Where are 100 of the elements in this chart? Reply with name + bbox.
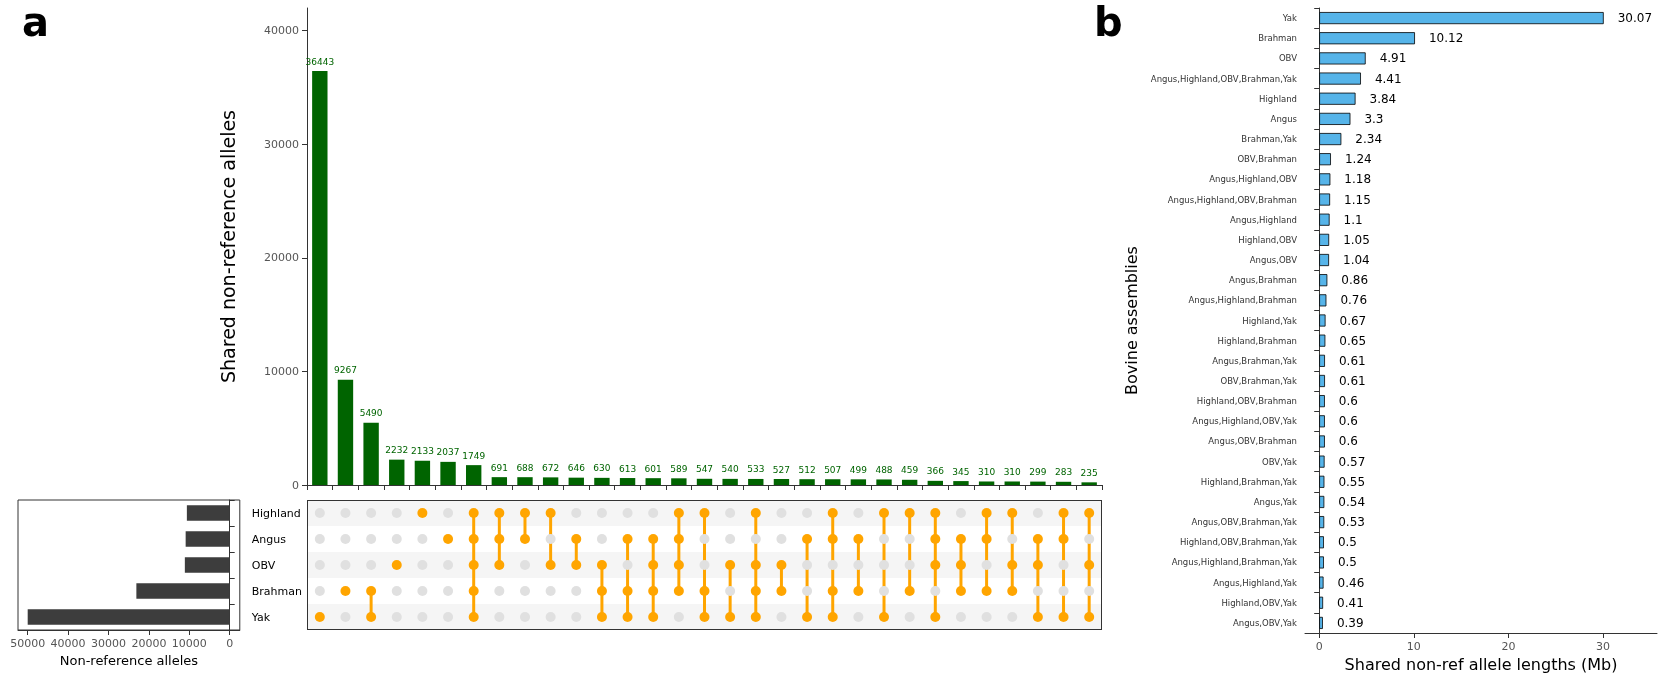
text: a: [22, 0, 49, 45]
data-label: 5490: [359, 408, 383, 419]
bar: [1081, 482, 1097, 485]
data-label: 10.12: [1428, 31, 1464, 46]
bar: [414, 460, 431, 485]
data-label: 0.6: [1338, 394, 1358, 409]
data-label: 630: [593, 463, 611, 474]
bar: [1319, 32, 1415, 45]
x-tick-label: 50000: [10, 637, 46, 650]
x-tick-label: 0: [1315, 640, 1323, 653]
data-label: 0.53: [1338, 515, 1365, 530]
bar: [1319, 112, 1351, 125]
data-label: 0.65: [1339, 333, 1367, 348]
y-tick-label: Highland,Yak: [1242, 315, 1298, 326]
y-tick-label: Angus,Highland,OBV,Yak: [1192, 416, 1298, 427]
bar: [1319, 516, 1325, 529]
data-label: 0.67: [1339, 313, 1367, 328]
bar: [594, 477, 610, 485]
bar: [1319, 193, 1331, 206]
bar: [542, 477, 559, 485]
data-label: 310: [978, 466, 996, 477]
bar: [1319, 374, 1325, 388]
bar: [1319, 294, 1327, 307]
data-label: 1749: [462, 450, 486, 461]
bar: [927, 480, 943, 485]
bar: [1055, 481, 1072, 485]
data-label: 533: [747, 464, 765, 475]
y-tick-label: Highland,OBV,Brahman,Yak: [1179, 537, 1298, 548]
y-tick-label: 0: [292, 478, 299, 492]
y-tick-label: Angus,OBV: [1249, 255, 1298, 266]
data-label: 601: [644, 463, 662, 474]
data-label: 4.41: [1374, 71, 1402, 86]
bar: [1319, 556, 1324, 569]
data-label: 540: [721, 464, 739, 475]
bar: [1319, 173, 1331, 186]
y-axis-title: Bovine assemblies: [1122, 246, 1142, 395]
bar: [440, 461, 456, 485]
data-label: 1.15: [1344, 192, 1371, 207]
x-tick-label: 20: [1501, 640, 1516, 653]
data-label: 2.34: [1355, 132, 1383, 147]
data-label: 0.6: [1338, 414, 1358, 429]
y-tick-label: OBV,Brahman,Yak: [1220, 375, 1298, 386]
annotation: b: [1094, 0, 1123, 45]
y-tick-label: 20000: [264, 251, 299, 265]
y-tick-label: Angus,Highland,Yak: [1213, 577, 1298, 588]
data-label: 0.57: [1338, 454, 1366, 469]
bar: [1319, 314, 1326, 327]
data-label: 646: [567, 463, 586, 474]
data-label: 0.86: [1341, 273, 1369, 288]
y-tick-label: Highland: [1259, 93, 1297, 104]
y-tick-label: Highland,Brahman,Yak: [1200, 476, 1298, 487]
data-label: 0.54: [1338, 494, 1366, 509]
y-tick-label: Highland,Brahman: [1217, 335, 1297, 346]
data-label: 613: [618, 463, 637, 474]
y-tick-label: Angus: [251, 532, 287, 546]
data-label: 672: [542, 462, 560, 473]
data-label: 310: [1003, 466, 1022, 477]
bar: [1319, 92, 1356, 105]
data-label: 2037: [436, 447, 460, 458]
bar: [1319, 52, 1366, 65]
bar: [645, 478, 661, 485]
bar: [337, 379, 354, 485]
bar: [1319, 153, 1331, 166]
data-label: 0.39: [1336, 615, 1364, 630]
bar: [901, 479, 918, 485]
data-label: 2232: [385, 445, 409, 456]
data-label: 499: [849, 464, 868, 475]
bar: [1319, 576, 1324, 589]
data-label: 0.61: [1338, 373, 1366, 388]
y-tick-label: Angus,Highland: [1229, 214, 1297, 225]
data-label: 3.3: [1364, 111, 1384, 126]
y-tick-label: Angus,Highland,OBV,Brahman,Yak: [1150, 73, 1298, 84]
bar: [363, 422, 379, 485]
bar: [1319, 435, 1325, 448]
data-label: 1.24: [1344, 152, 1372, 167]
bar: [1319, 133, 1342, 146]
bar: [722, 478, 738, 485]
bar: [1319, 72, 1361, 85]
bar: [1004, 481, 1020, 485]
y-tick-label: OBV: [1278, 53, 1298, 64]
x-tick-label: 10: [1406, 640, 1421, 653]
bar: [1030, 481, 1046, 485]
x-tick-label: 10000: [171, 637, 207, 650]
bar: [568, 477, 584, 485]
bar: [671, 478, 687, 485]
y-tick-label: OBV: [251, 558, 276, 572]
bar: [1319, 233, 1330, 246]
y-tick-label: Yak: [1281, 13, 1298, 24]
data-label: 512: [798, 464, 816, 475]
y-tick-label: Brahman,Yak: [1241, 134, 1298, 145]
data-label: 527: [772, 464, 791, 475]
bar: [1319, 12, 1604, 25]
bar: [1319, 395, 1325, 408]
bar: [389, 459, 405, 485]
bar: [1319, 475, 1325, 488]
bar: [1319, 415, 1325, 428]
y-tick-label: Angus,Brahman: [1229, 275, 1297, 286]
y-tick-label: Angus,Highland,OBV: [1209, 174, 1298, 185]
y-tick-label: Brahman: [251, 584, 303, 598]
y-tick-label: Highland,OBV: [1238, 234, 1298, 245]
